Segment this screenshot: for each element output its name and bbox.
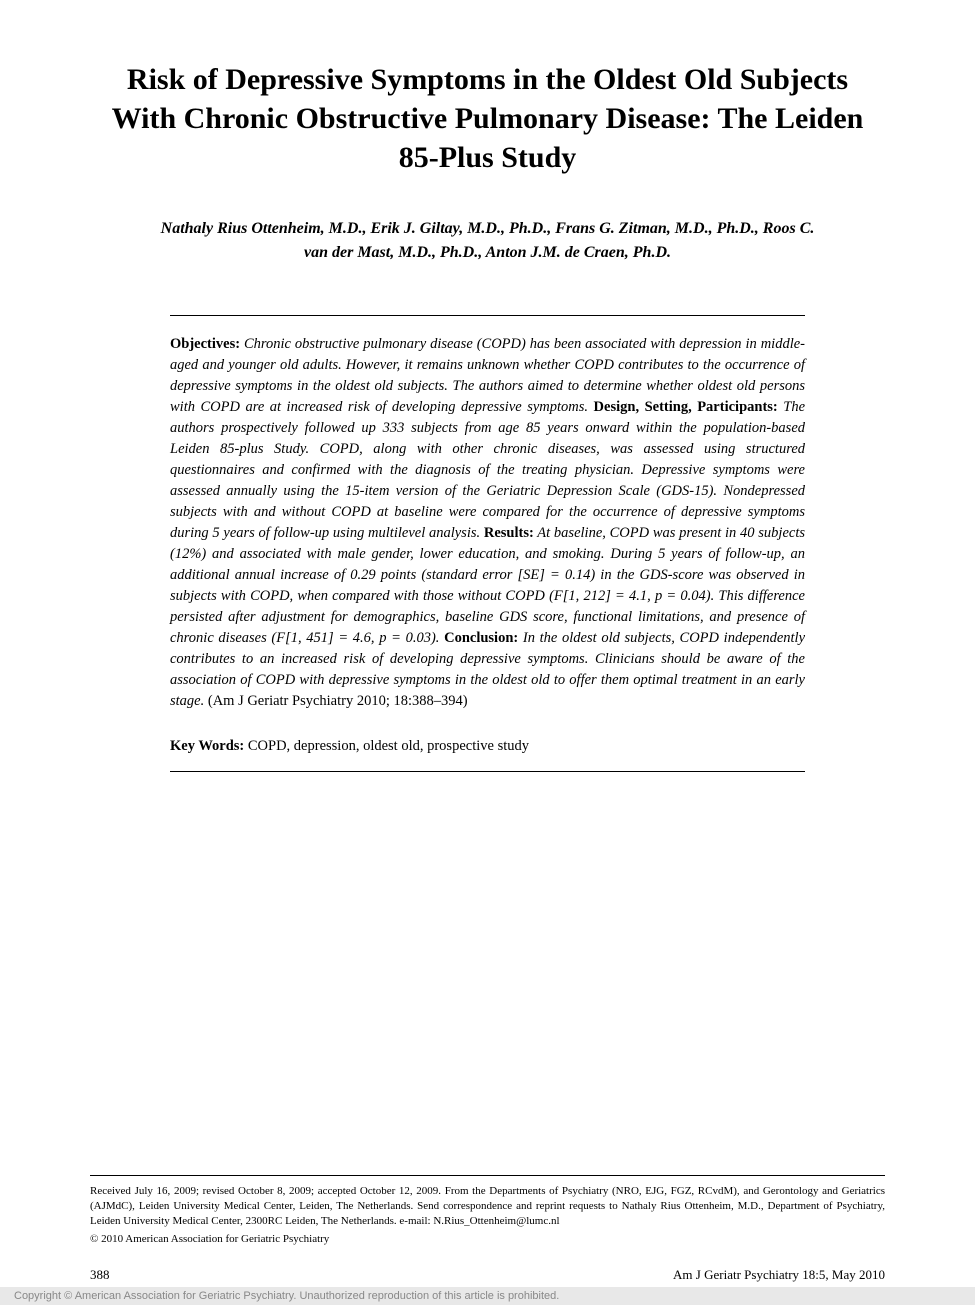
page-footer: 388 Am J Geriatr Psychiatry 18:5, May 20… bbox=[90, 1267, 885, 1283]
keywords-text: COPD, depression, oldest old, prospectiv… bbox=[244, 738, 529, 754]
design-label: Design, Setting, Participants: bbox=[594, 399, 778, 415]
footer-block: Received July 16, 2009; revised October … bbox=[90, 1175, 885, 1245]
results-text: At baseline, COPD was present in 40 subj… bbox=[170, 525, 805, 646]
design-text: The authors prospectively followed up 33… bbox=[170, 399, 805, 541]
watermark-bar: Copyright © American Association for Ger… bbox=[0, 1287, 975, 1305]
keywords-label: Key Words: bbox=[170, 738, 244, 754]
authors-list: Nathaly Rius Ottenheim, M.D., Erik J. Gi… bbox=[90, 217, 885, 265]
received-text: Received July 16, 2009; revised October … bbox=[90, 1184, 885, 1229]
page-number: 388 bbox=[90, 1267, 110, 1283]
abstract-text: Objectives: Chronic obstructive pulmonar… bbox=[170, 316, 805, 726]
abstract-bottom-rule bbox=[170, 771, 805, 772]
footer-rule bbox=[90, 1175, 885, 1176]
article-title: Risk of Depressive Symptoms in the Oldes… bbox=[90, 60, 885, 177]
results-label: Results: bbox=[484, 525, 534, 541]
abstract-container: Objectives: Chronic obstructive pulmonar… bbox=[90, 315, 885, 772]
citation-text: (Am J Geriatr Psychiatry 2010; 18:388–39… bbox=[208, 693, 468, 709]
copyright-text: © 2010 American Association for Geriatri… bbox=[90, 1233, 885, 1245]
keywords-line: Key Words: COPD, depression, oldest old,… bbox=[170, 726, 805, 771]
journal-footer: Am J Geriatr Psychiatry 18:5, May 2010 bbox=[673, 1267, 885, 1283]
objectives-label: Objectives: bbox=[170, 336, 240, 352]
conclusion-label: Conclusion: bbox=[444, 630, 518, 646]
